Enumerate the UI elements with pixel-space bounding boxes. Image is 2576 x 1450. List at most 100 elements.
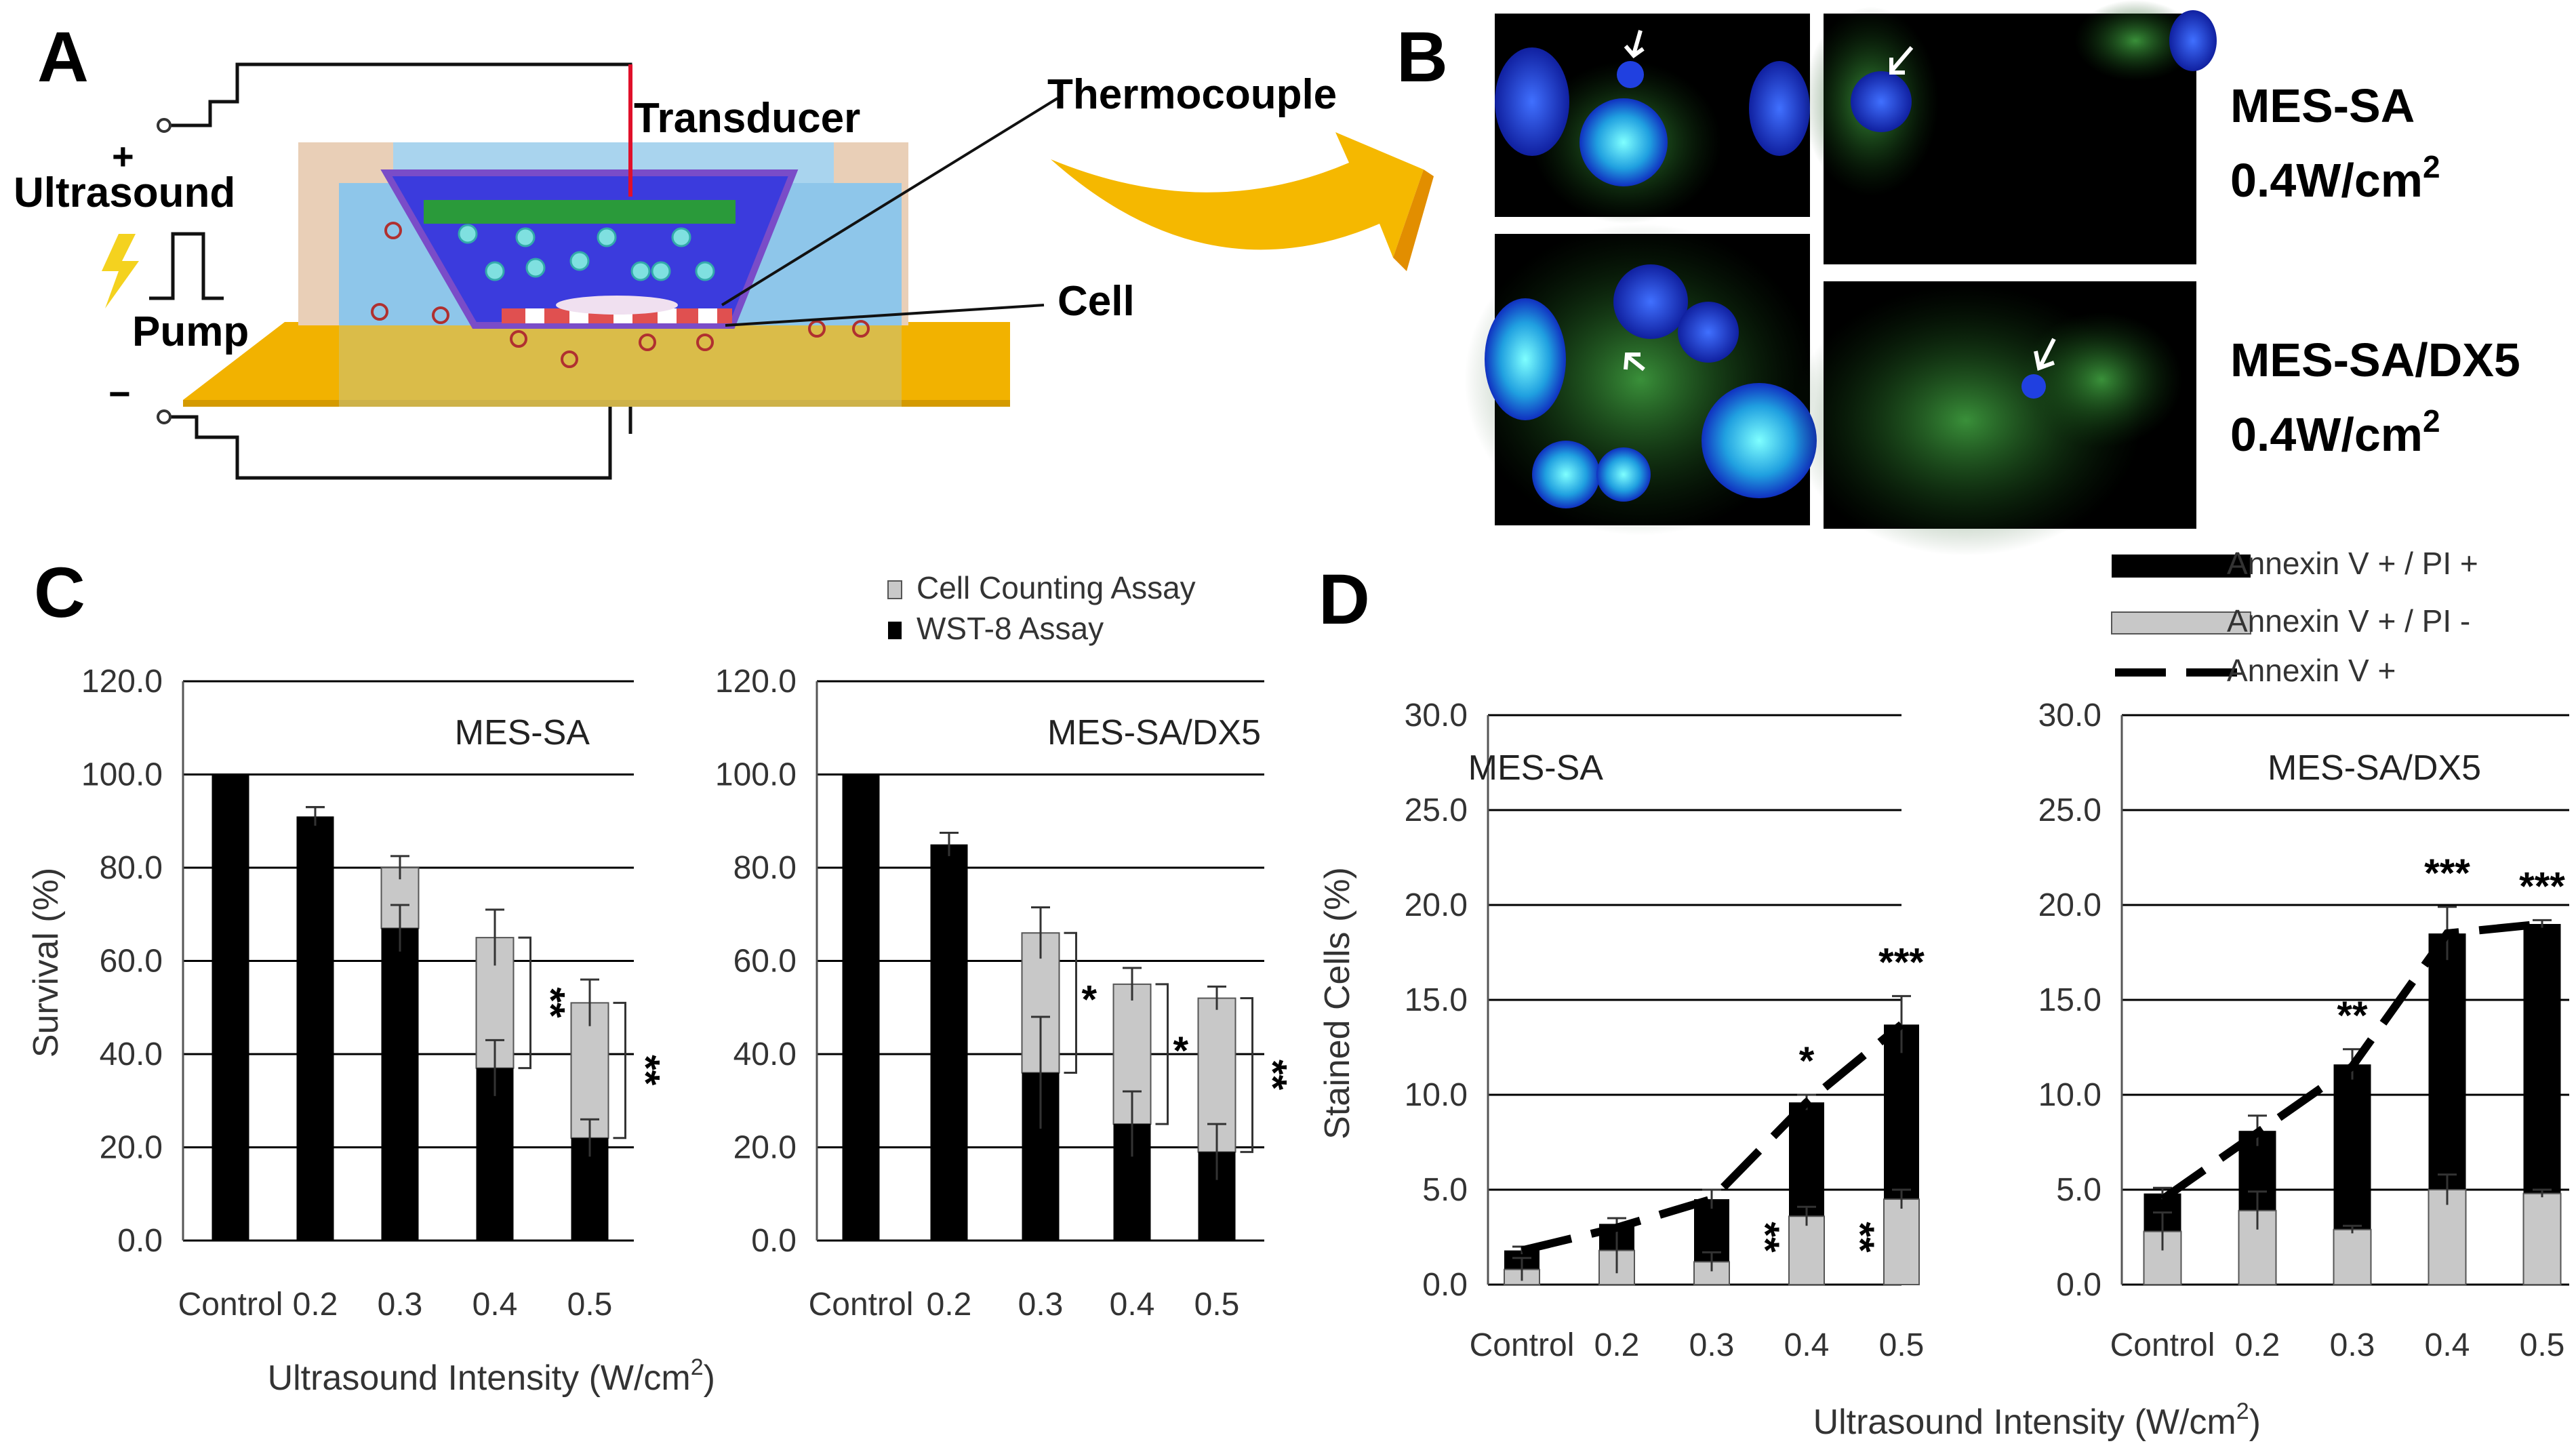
legend-c-swatch-wst8 xyxy=(888,622,902,639)
y-tick-label: 0.0 xyxy=(751,1223,797,1259)
y-tick-label: 0.0 xyxy=(2056,1267,2101,1303)
chart-d-mes-sa-dx5: 0.0 5.0 10.0 15.0 20.0 25.0 30.0 MES-SA/DX5 Cont… xyxy=(2038,698,2569,1363)
bar-pi-negative xyxy=(2522,1192,2562,1285)
c-xlabel-text: Ultrasound Intensity (W/cm xyxy=(268,1358,691,1398)
y-tick-label: 20.0 xyxy=(1405,887,1468,923)
label-minus: − xyxy=(108,372,131,415)
x-tick-label: 0.5 xyxy=(567,1287,613,1323)
legend-d-swatch-pi-neg xyxy=(2111,611,2251,635)
x-tick-label: Control xyxy=(2110,1327,2215,1363)
x-tick-label: 0.4 xyxy=(1110,1287,1155,1323)
trend-line-annexin xyxy=(2160,920,2543,1203)
panel-c-letter: C xyxy=(34,553,85,632)
x-tick-label: 0.2 xyxy=(2235,1327,2280,1363)
significance-marker: *** xyxy=(2519,864,2565,908)
panel-b: B xyxy=(1396,0,2520,556)
bar-pi-negative xyxy=(2333,1228,2372,1286)
pulse-icon xyxy=(149,232,224,300)
y-tick-label: 120.0 xyxy=(81,664,163,700)
thermocouple-line xyxy=(721,97,1059,306)
d-xlabel-end: ) xyxy=(2249,1403,2261,1442)
x-tick-label: 0.3 xyxy=(1018,1287,1064,1323)
x-tick-label: 0.4 xyxy=(472,1287,518,1323)
trend-line-annexin xyxy=(1521,1021,1904,1255)
significance-marker: ** xyxy=(529,987,573,1018)
chart-title: MES-SA xyxy=(1468,748,1604,788)
y-tick-label: 10.0 xyxy=(2038,1077,2101,1113)
label-pump: Pump xyxy=(132,308,249,355)
y-tick-label: 20.0 xyxy=(100,1130,163,1166)
y-tick-label: 80.0 xyxy=(100,850,163,886)
significance-marker: *** xyxy=(1878,940,1925,984)
legend-d-swatch-pi-pos xyxy=(2112,555,2251,578)
bar-pi-positive xyxy=(2428,933,2466,1190)
significance-marker: * xyxy=(1799,1039,1815,1083)
x-tick-label: 0.4 xyxy=(2425,1327,2470,1363)
cell-layer xyxy=(502,296,732,323)
y-tick-label: 100.0 xyxy=(81,757,163,793)
significance-bracket xyxy=(1155,983,1169,1125)
significance-marker: *** xyxy=(2424,851,2470,895)
significance-bracket xyxy=(1064,931,1077,1074)
bar-pi-negative xyxy=(1883,1199,1920,1285)
x-tick-label: 0.5 xyxy=(2520,1327,2565,1363)
label-ultrasound: Ultrasound xyxy=(14,169,235,216)
x-tick-label: Control xyxy=(809,1287,914,1323)
significance-bracket xyxy=(518,936,531,1070)
y-tick-label: 0.0 xyxy=(1422,1267,1468,1303)
y-tick-label: 5.0 xyxy=(2056,1172,2101,1208)
x-tick-label: 0.2 xyxy=(927,1287,972,1323)
x-tick-label: Control xyxy=(1470,1327,1575,1363)
legend-d-pi-pos: Annexin V + / PI + xyxy=(2227,546,2478,581)
y-tick-label: 40.0 xyxy=(733,1036,797,1072)
y-tick-label: 0.0 xyxy=(117,1223,163,1259)
y-tick-label: 120.0 xyxy=(715,664,797,700)
legend-d-annexin: Annexin V + xyxy=(2227,653,2396,688)
micrograph-1 xyxy=(1495,14,1810,224)
y-tick-label: 100.0 xyxy=(715,757,797,793)
y-tick-label: 25.0 xyxy=(1405,792,1468,828)
label-b-row1-line1: MES-SA xyxy=(2230,79,2415,132)
bar-wst8 xyxy=(296,816,334,1241)
x-tick-label: 0.3 xyxy=(2330,1327,2375,1363)
bar-pi-positive xyxy=(1789,1102,1824,1217)
legend-c-counting: Cell Counting Assay xyxy=(917,570,1196,605)
label-thermocouple: Thermocouple xyxy=(1047,71,1337,118)
dish-bubbles xyxy=(458,224,715,281)
x-tick-label: 0.2 xyxy=(293,1287,338,1323)
x-tick-label: 0.3 xyxy=(378,1287,423,1323)
label-b-row2-line2: 0.4W/cm2 xyxy=(2230,403,2440,461)
d-xlabel: Ultrasound Intensity (W/cm2) xyxy=(1813,1398,2261,1442)
c-xlabel-sup: 2 xyxy=(691,1354,704,1380)
d-ylabel: Stained Cells (%) xyxy=(1318,867,1357,1140)
significance-marker: * xyxy=(1173,1029,1189,1073)
bar-wst8 xyxy=(212,774,249,1241)
x-tick-label: 0.4 xyxy=(1784,1327,1830,1363)
bar-wst8 xyxy=(476,1068,514,1241)
bar-wst8 xyxy=(381,928,419,1241)
chart-c-mes-sa: 0.0 20.0 40.0 60.0 80.0 100.0 120.0 MES-SA Contr… xyxy=(81,664,668,1323)
significance-marker: ** xyxy=(1838,1222,1882,1253)
bar-wst8 xyxy=(930,844,968,1241)
b-row2-line2-text: 0.4W/cm xyxy=(2230,408,2423,461)
bar-pi-negative xyxy=(1788,1215,1825,1285)
lightning-icon xyxy=(102,234,139,308)
bar-pi-negative xyxy=(2428,1189,2467,1285)
bar-wst8 xyxy=(842,774,880,1241)
legend-d-pi-neg: Annexin V + / PI - xyxy=(2227,603,2470,639)
y-tick-label: 60.0 xyxy=(100,944,163,980)
c-ylabel: Survival (%) xyxy=(26,868,66,1058)
d-xlabel-text: Ultrasound Intensity (W/cm xyxy=(1813,1403,2236,1442)
y-tick-label: 30.0 xyxy=(1405,698,1468,733)
label-transducer: Transducer xyxy=(634,95,860,142)
y-tick-label: 5.0 xyxy=(1422,1172,1468,1208)
bar-pi-positive xyxy=(2333,1064,2371,1230)
micrograph-4 xyxy=(1790,281,2196,556)
panel-a-letter: A xyxy=(37,18,89,97)
panel-b-letter: B xyxy=(1396,18,1448,97)
curved-arrow-icon xyxy=(1051,132,1424,258)
label-b-row2-line1: MES-SA/DX5 xyxy=(2230,334,2520,386)
y-tick-label: 25.0 xyxy=(2038,792,2101,828)
